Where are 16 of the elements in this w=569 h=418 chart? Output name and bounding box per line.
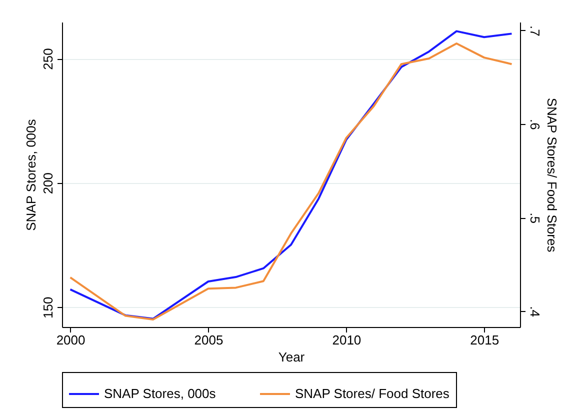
y2-tick-label: .6	[528, 119, 542, 130]
x-tick-label: 2010	[332, 332, 362, 348]
y2-tick-label: .5	[528, 212, 542, 224]
y-tick-label: 200	[40, 172, 56, 194]
x-axis-title: Year	[278, 350, 306, 364]
legend-label: SNAP Stores, 000s	[104, 386, 216, 401]
y-axis-title: SNAP Stores, 000s	[24, 118, 38, 231]
y2-axis-title: SNAP Stores/ Food Stores	[544, 98, 560, 253]
x-tick-label: 2005	[194, 332, 224, 348]
y2-tick-label: .7	[528, 26, 542, 36]
y-tick-label: 150	[40, 296, 56, 318]
legend-label: SNAP Stores/ Food Stores	[295, 386, 450, 401]
x-tick-label: 2015	[470, 332, 500, 348]
x-tick-label: 2000	[56, 332, 86, 348]
y-tick-label: 250	[40, 48, 56, 70]
y2-tick-label: .4	[528, 306, 542, 318]
